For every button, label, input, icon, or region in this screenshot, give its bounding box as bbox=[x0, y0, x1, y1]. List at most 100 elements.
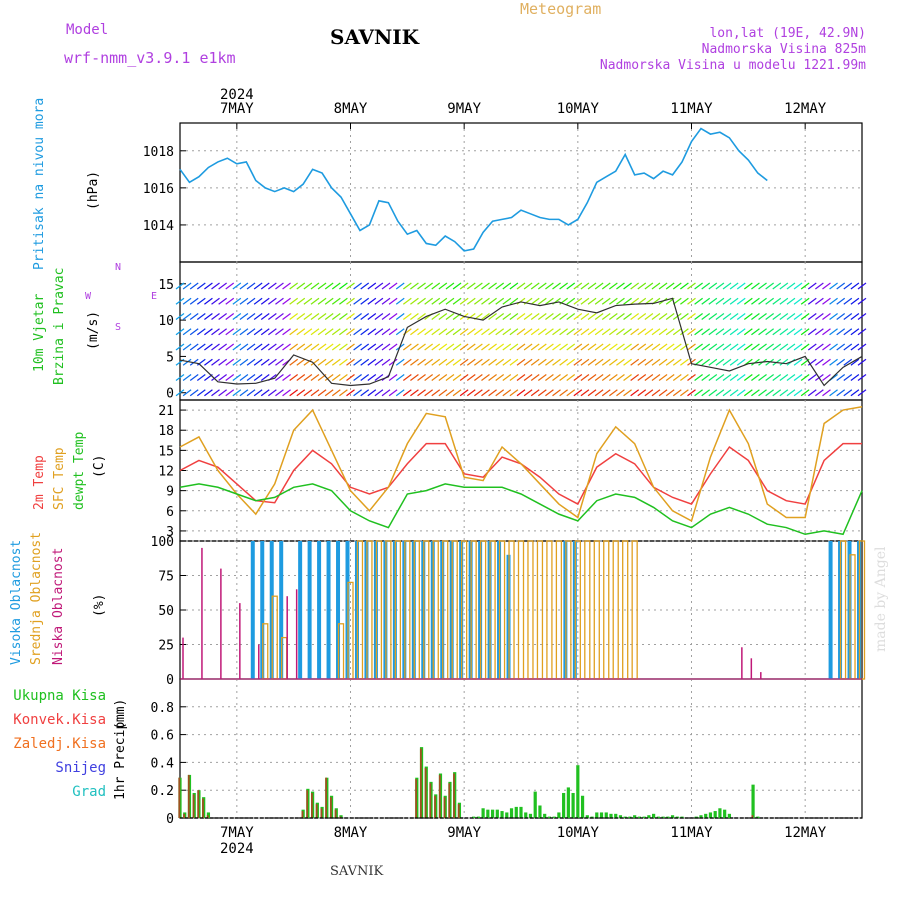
wind-barb bbox=[616, 282, 625, 290]
wind-barb bbox=[637, 358, 647, 366]
wind-barb bbox=[232, 389, 242, 397]
wind-barb bbox=[466, 374, 476, 381]
wind-barb bbox=[623, 312, 632, 320]
wind-barb bbox=[466, 343, 476, 351]
wind-barb bbox=[793, 343, 803, 351]
day-label-bottom: 9MAY bbox=[447, 825, 481, 841]
precip-bar-total bbox=[727, 813, 731, 818]
model-name: wrf-nmm_v3.9.1 e1km bbox=[64, 49, 236, 67]
wind-barb bbox=[772, 282, 782, 290]
wind-barb bbox=[211, 282, 220, 290]
wind-barb bbox=[509, 358, 519, 366]
wind-barb bbox=[289, 358, 299, 366]
wind-barb bbox=[758, 297, 767, 305]
precip-bar-total bbox=[571, 792, 575, 818]
day-label-top: 8MAY bbox=[334, 101, 368, 117]
wind-barb bbox=[822, 343, 831, 351]
wind-barb bbox=[424, 374, 434, 381]
wind-barb bbox=[452, 343, 462, 351]
pressure-line bbox=[179, 127, 768, 252]
wind-barb bbox=[573, 312, 583, 320]
wind-barb bbox=[239, 343, 249, 351]
wind-barb bbox=[346, 358, 355, 366]
wind-barb bbox=[339, 312, 348, 320]
wind-barb bbox=[715, 282, 725, 290]
wind-barb bbox=[438, 358, 448, 366]
precip-bar-conv bbox=[202, 798, 204, 818]
wind-barb bbox=[474, 328, 483, 336]
wind-barb bbox=[424, 328, 434, 336]
wind-barb bbox=[665, 282, 675, 290]
wind-barb bbox=[694, 282, 703, 290]
wind-barb bbox=[729, 374, 739, 381]
day-label-top: 12MAY bbox=[784, 101, 827, 117]
wind-barb bbox=[381, 358, 391, 366]
y-tick-label: 21 bbox=[158, 404, 174, 419]
wind-barb bbox=[552, 358, 561, 366]
day-label-top: 11MAY bbox=[670, 101, 713, 117]
wind-barb bbox=[402, 297, 412, 305]
wind-barb bbox=[687, 297, 696, 305]
wind-speed-line bbox=[179, 297, 863, 387]
wind-barb bbox=[580, 282, 590, 290]
wind-barb bbox=[736, 374, 746, 381]
temp-line-1 bbox=[179, 405, 863, 522]
wind-barb bbox=[353, 343, 362, 351]
wind-barb bbox=[687, 282, 696, 290]
wind-barb bbox=[488, 282, 497, 290]
wind-barb bbox=[410, 297, 419, 305]
wind-barb bbox=[708, 282, 718, 290]
wind-barb bbox=[644, 343, 654, 351]
precip-bar-total bbox=[509, 808, 514, 818]
precip-legend-item: Konvek.Kisa bbox=[13, 712, 106, 728]
wind-barb bbox=[182, 312, 192, 320]
wind-ylabel-1: 10m Vjetar bbox=[32, 294, 47, 372]
wind-barb bbox=[545, 358, 554, 366]
wind-barb bbox=[381, 343, 391, 351]
wind-barb bbox=[857, 358, 867, 366]
wind-barb bbox=[317, 328, 327, 336]
wind-barb bbox=[211, 358, 220, 366]
year-label-bottom: 2024 bbox=[220, 841, 254, 857]
wind-barb bbox=[374, 282, 384, 290]
wind-barb bbox=[445, 374, 455, 381]
precip-bar-total bbox=[490, 809, 495, 818]
precip-bar-total bbox=[528, 813, 533, 818]
wind-barb bbox=[502, 297, 512, 305]
wind-barb bbox=[580, 343, 590, 351]
wind-barb bbox=[822, 328, 831, 336]
wind-barb bbox=[694, 297, 703, 305]
cloud-bar bbox=[750, 658, 753, 679]
wind-barb bbox=[481, 358, 490, 366]
wind-barb bbox=[800, 328, 810, 336]
wind-barb bbox=[516, 297, 526, 305]
wind-barb bbox=[211, 343, 220, 351]
wind-barb bbox=[779, 328, 789, 336]
wind-barb bbox=[232, 328, 242, 336]
wind-barb bbox=[481, 389, 490, 397]
wind-barb bbox=[452, 374, 462, 381]
precip-bar-conv bbox=[751, 815, 754, 818]
wind-barb bbox=[495, 282, 505, 290]
wind-barb bbox=[758, 282, 767, 290]
wind-barb bbox=[310, 297, 320, 305]
wind-barb bbox=[175, 328, 185, 336]
wind-barb bbox=[445, 328, 455, 336]
wind-barb bbox=[722, 358, 732, 366]
wind-barb bbox=[608, 389, 618, 397]
y-tick-label: 3 bbox=[166, 525, 174, 540]
chart-layer: 7MAY 7MAY 8MAY 8MAY 9MAY 9MAY 10MAY 10MAY 11MAY 1… bbox=[9, 87, 867, 857]
precip-bar-total bbox=[524, 812, 528, 818]
wind-barb bbox=[573, 297, 583, 305]
wind-barb bbox=[481, 297, 490, 305]
precip-bar-total bbox=[595, 812, 599, 818]
wind-barb bbox=[267, 297, 277, 305]
precip-unit: (mm) bbox=[113, 699, 128, 730]
wind-barb bbox=[530, 312, 540, 320]
wind-barb bbox=[402, 358, 412, 366]
wind-barb bbox=[566, 358, 576, 366]
wind-barb bbox=[573, 343, 583, 351]
precip-bar-total bbox=[637, 816, 642, 818]
wind-barb bbox=[537, 328, 547, 336]
wind-barb bbox=[417, 358, 426, 366]
